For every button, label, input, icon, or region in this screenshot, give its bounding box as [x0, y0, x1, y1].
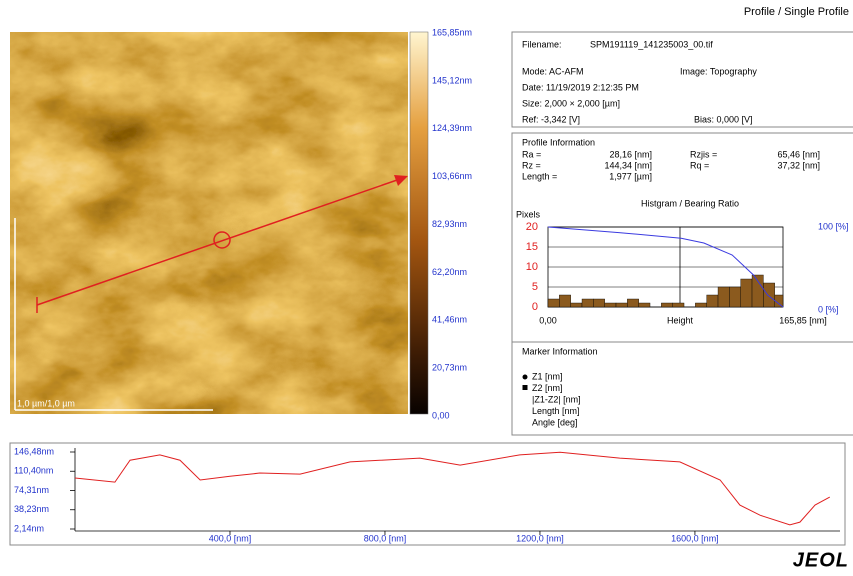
filename: SPM191119_141235003_00.tif: [590, 39, 713, 49]
scale-label: 1,0 µm/1,0 µm: [17, 398, 75, 408]
profile-plot-frame: [10, 443, 845, 545]
z1-bullet: [523, 375, 528, 380]
marker-item: Z1 [nm]: [532, 371, 563, 381]
profile-info-cell: 65,46 [nm]: [777, 149, 820, 159]
histogram-bar: [661, 303, 672, 307]
histogram-bar: [559, 295, 570, 307]
image-type: Image: Topography: [680, 66, 757, 76]
colorbar-label: 82,93nm: [432, 219, 467, 229]
logo: JEOL: [793, 549, 849, 571]
profile-x-tick-label: 400,0 [nm]: [209, 533, 252, 543]
mode: Mode: AC-AFM: [522, 66, 584, 76]
histogram-y2-tick-label: 0 [%]: [818, 304, 839, 314]
histogram-x-tick-label: 0,00: [539, 315, 557, 325]
histogram-bar: [752, 275, 763, 307]
profile-x-tick-label: 1200,0 [nm]: [516, 533, 564, 543]
profile-info-cell: Ra =: [522, 149, 541, 159]
marker-item: Angle [deg]: [532, 417, 578, 427]
colorbar-label: 103,66nm: [432, 171, 472, 181]
colorbar-label: 0,00: [432, 410, 450, 420]
histogram-bar: [639, 303, 650, 307]
histogram-bar: [718, 287, 729, 307]
marker-item: Z2 [nm]: [532, 383, 563, 393]
profile-y-tick-label: 110,40nm: [14, 466, 53, 476]
profile-info-title: Profile Information: [522, 137, 595, 147]
histogram-title: Histgram / Bearing Ratio: [641, 198, 739, 208]
histogram-bar: [571, 303, 582, 307]
marker-item: Length [nm]: [532, 406, 580, 416]
histogram-y-label: Pixels: [516, 209, 541, 219]
filename-label: Filename:: [522, 39, 562, 49]
size: Size: 2,000 × 2,000 [µm]: [522, 98, 620, 108]
histogram-y-tick-label: 20: [526, 221, 538, 233]
histogram-bar: [548, 299, 559, 307]
colorbar-label: 20,73nm: [432, 363, 467, 373]
histogram-bar: [741, 279, 752, 307]
colorbar-label: 62,20nm: [432, 267, 467, 277]
bias: Bias: 0,000 [V]: [694, 114, 753, 124]
screen: Profile / Single Profile 1,0 µm/1,0 µm F…: [0, 0, 853, 571]
z2-bullet: [523, 385, 528, 390]
date: Date: 11/19/2019 2:12:35 PM: [522, 82, 639, 92]
profile-y-tick-label: 74,31nm: [14, 485, 49, 495]
histogram-bar: [707, 295, 718, 307]
profile-x-tick-label: 1600,0 [nm]: [671, 533, 719, 543]
page-title: Profile / Single Profile: [744, 6, 849, 18]
histogram-bar: [616, 303, 627, 307]
profile-y-tick-label: 2,14nm: [14, 523, 44, 533]
marker-item: |Z1-Z2| [nm]: [532, 394, 581, 404]
profile-info-cell: Rz =: [522, 160, 541, 170]
profile-curve: [75, 452, 830, 525]
profile-y-tick-label: 38,23nm: [14, 504, 49, 514]
histogram-y-tick-label: 0: [532, 301, 538, 313]
histogram-bar: [729, 287, 740, 307]
histogram-bar: [593, 299, 604, 307]
profile-x-tick-label: 800,0 [nm]: [364, 533, 407, 543]
profile-info-cell: Rzjis =: [690, 149, 717, 159]
profile-info-cell: 28,16 [nm]: [609, 149, 652, 159]
ref: Ref: -3,342 [V]: [522, 114, 580, 124]
colorbar-label: 165,85nm: [432, 27, 472, 37]
histogram-bar: [605, 303, 616, 307]
profile-info-cell: 37,32 [nm]: [777, 160, 820, 170]
histogram-y-tick-label: 15: [526, 241, 538, 253]
profile-info-cell: Rq =: [690, 160, 709, 170]
profile-info-cell: 1,977 [µm]: [609, 171, 652, 181]
colorbar-label: 124,39nm: [432, 123, 472, 133]
colorbar-label: 41,46nm: [432, 315, 467, 325]
histogram-y2-tick-label: 100 [%]: [818, 221, 849, 231]
profile-y-tick-label: 146,48nm: [14, 446, 54, 456]
histogram-y-tick-label: 10: [526, 261, 538, 273]
histogram-x-label: Height: [667, 315, 694, 325]
histogram-bar: [673, 303, 684, 307]
histogram-bar: [627, 299, 638, 307]
colorbar: [410, 32, 428, 414]
histogram-y-tick-label: 5: [532, 281, 538, 293]
histogram-x-tick-label: 165,85 [nm]: [779, 315, 827, 325]
afm-image: [10, 32, 408, 414]
marker-info-title: Marker Information: [522, 346, 598, 356]
profile-info-cell: Length =: [522, 171, 557, 181]
histogram-bar: [695, 303, 706, 307]
colorbar-label: 145,12nm: [432, 75, 472, 85]
histogram-bar: [763, 283, 774, 307]
profile-info-cell: 144,34 [nm]: [604, 160, 652, 170]
histogram-bar: [582, 299, 593, 307]
